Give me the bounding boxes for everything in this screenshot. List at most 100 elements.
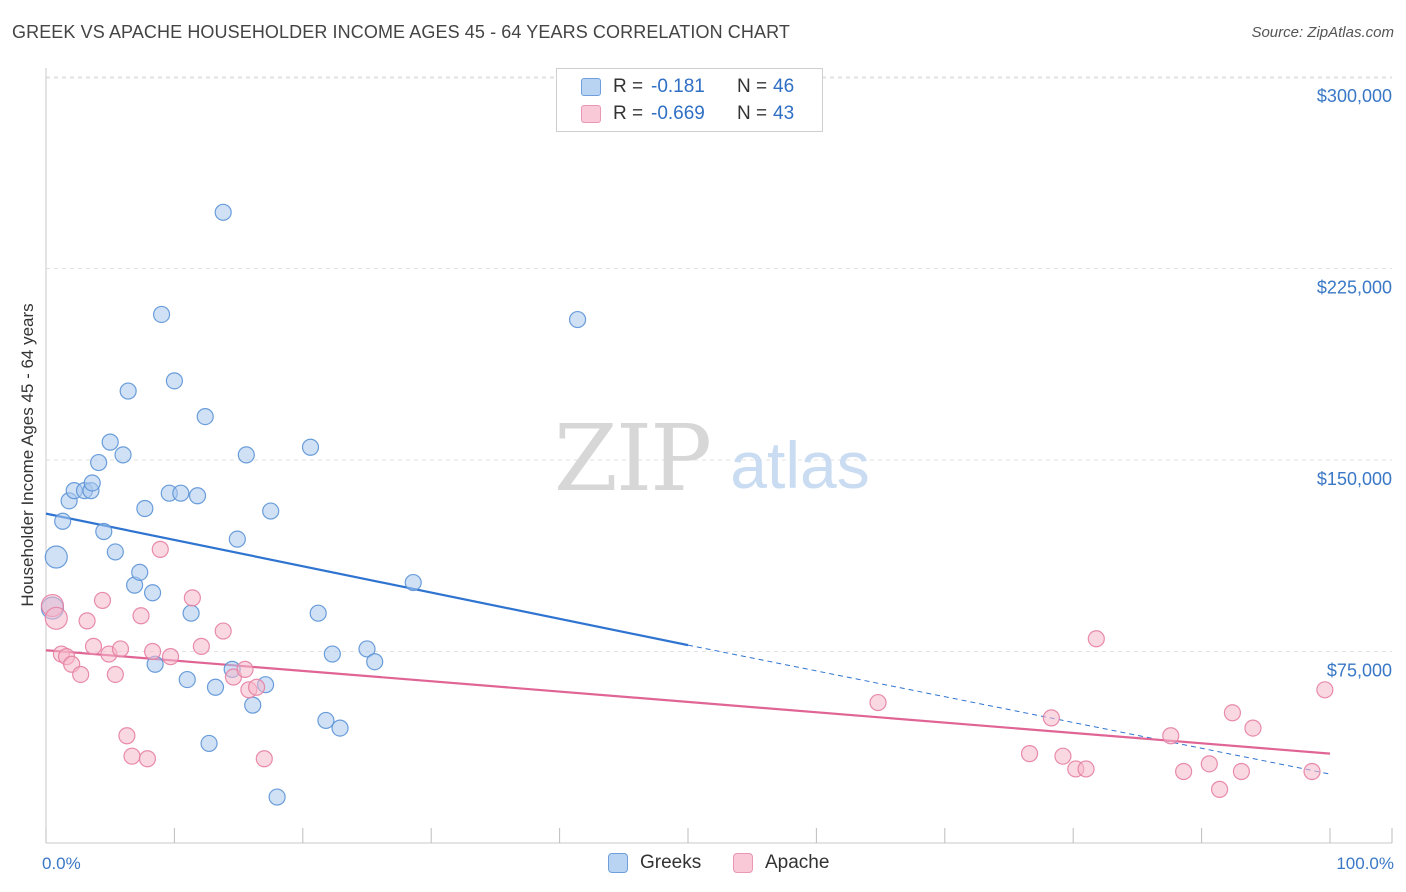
greeks-point [206, 678, 225, 696]
apache-point [1162, 727, 1180, 745]
legend-item-greeks[interactable]: Greeks [608, 852, 701, 874]
apache-point [869, 693, 887, 712]
greeks-point [54, 512, 72, 530]
apache-point [123, 747, 141, 765]
legend-row-apache: R = -0.669 N = 43 [581, 103, 794, 125]
apache-point [1054, 747, 1072, 765]
apache-point [236, 660, 254, 678]
apache-trend-line [45, 649, 1331, 755]
greeks-point [301, 438, 320, 456]
apache-point [93, 591, 112, 610]
apache-point [247, 678, 266, 696]
apache-point [183, 589, 201, 607]
grid-lines [46, 76, 1392, 652]
apache-point [1303, 762, 1321, 781]
apache-point [1210, 780, 1229, 798]
greeks-point [83, 474, 101, 492]
greeks-point [119, 382, 137, 400]
greeks-point [309, 604, 327, 622]
apache-point [1223, 704, 1242, 722]
greeks-point [182, 604, 200, 622]
apache-point [143, 642, 162, 661]
apache-point [151, 540, 169, 558]
chart-title: GREEK VS APACHE HOUSEHOLDER INCOME AGES … [12, 22, 790, 42]
apache-point [1087, 630, 1105, 648]
greeks-point [143, 584, 162, 602]
greeks-point [323, 645, 341, 663]
y-tick-label: $75,000 [1327, 661, 1392, 681]
greeks-point [172, 484, 190, 502]
apache-point [1244, 719, 1262, 737]
apache-point [1020, 745, 1039, 763]
axes [45, 68, 1393, 844]
apache-point [1077, 760, 1095, 778]
apache-point [161, 648, 180, 666]
apache-r-label: R = [613, 103, 644, 124]
greeks-point [95, 522, 113, 541]
apache-point [44, 606, 68, 630]
correlation-legend: R = -0.181 N = 46 R = -0.669 N = 43 [556, 68, 823, 132]
apache-point [78, 612, 96, 630]
greeks-point [404, 573, 422, 592]
apache-point [138, 750, 157, 768]
greeks-n-value: 46 [773, 76, 795, 97]
greeks-r-label: R = [613, 76, 644, 97]
legend-row-greeks: R = -0.181 N = 46 [581, 76, 794, 98]
greeks-point [178, 670, 196, 689]
apache-legend-label: Apache [765, 852, 830, 873]
x-tick-labels: 0.0% 100.0% [42, 854, 1394, 873]
greeks-point [196, 407, 214, 426]
apache-point [1316, 681, 1334, 699]
greeks-point [200, 734, 218, 753]
greeks-point [44, 545, 68, 569]
greeks-swatch [581, 78, 601, 96]
apache-point [118, 727, 136, 745]
greeks-r-value: -0.181 [651, 76, 705, 97]
apache-point [72, 665, 90, 684]
apache-r-value: -0.669 [651, 103, 705, 124]
y-axis-label: Householder Income Ages 45 - 64 years [18, 303, 37, 606]
y-tick-label: $300,000 [1317, 86, 1392, 106]
greeks-point [268, 788, 286, 806]
apache-point [111, 640, 130, 658]
data-points [40, 203, 1334, 806]
greeks-point [228, 530, 246, 548]
apache-point [132, 607, 150, 625]
greeks-point [131, 563, 149, 581]
apache-point [1232, 762, 1251, 781]
y-tick-label: $225,000 [1317, 278, 1392, 298]
greeks-point [106, 543, 124, 561]
greeks-point [237, 446, 255, 464]
greeks-point [331, 719, 349, 737]
apache-point [1200, 755, 1218, 773]
trend-lines [45, 512, 1331, 775]
source-label: Source: ZipAtlas.com [1251, 24, 1394, 41]
greeks-legend-swatch [608, 853, 628, 873]
apache-point [1175, 762, 1193, 781]
greeks-point [188, 487, 207, 505]
x-tick-label-max: 100.0% [1336, 854, 1394, 873]
greeks-point [568, 310, 587, 329]
apache-legend-swatch [733, 853, 753, 873]
greeks-point [90, 453, 108, 472]
greeks-point [366, 653, 384, 671]
apache-point [84, 637, 103, 655]
x-tick-label-min: 0.0% [42, 854, 81, 873]
apache-point [214, 622, 232, 640]
greeks-point [136, 499, 154, 518]
greeks-point [165, 372, 183, 390]
greeks-point [114, 446, 132, 464]
greeks-point [214, 203, 232, 221]
greeks-trend-extension [687, 644, 1331, 775]
greeks-n-label: N = [737, 76, 768, 97]
apache-point [1042, 709, 1060, 727]
legend-item-apache[interactable]: Apache [733, 852, 829, 874]
apache-n-label: N = [737, 103, 768, 124]
greeks-point [317, 711, 335, 730]
greeks-point [358, 640, 376, 658]
greeks-point [101, 433, 119, 451]
apache-point [106, 665, 124, 684]
watermark-atlas: atlas [730, 428, 869, 502]
greeks-trend-line [45, 512, 689, 647]
